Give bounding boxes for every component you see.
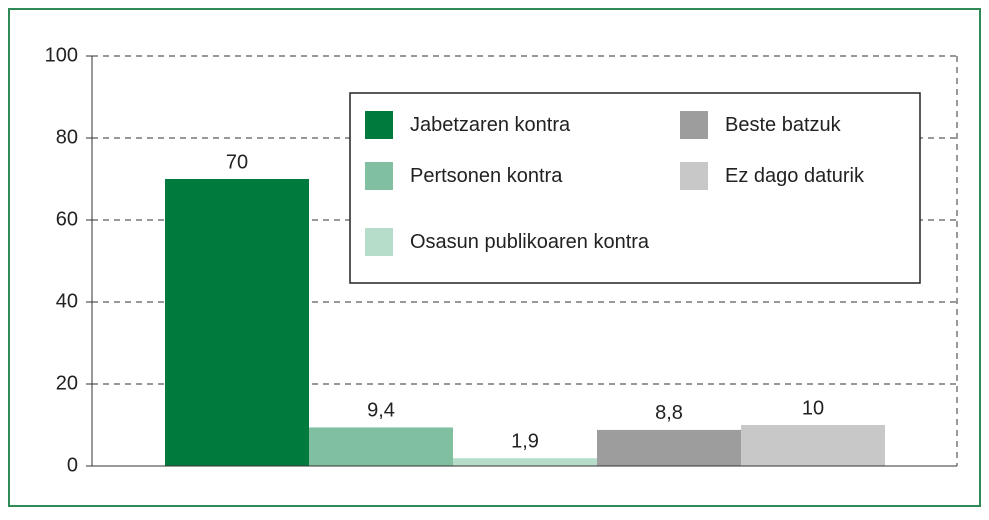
legend-item: Jabetzaren kontra xyxy=(410,85,640,165)
legend-item: Ez dago daturik xyxy=(725,136,955,216)
legend-label: Osasun publikoaren kontra xyxy=(410,231,650,253)
legend-swatch xyxy=(365,228,393,256)
legend-wrap: Osasun publikoaren kontra xyxy=(410,202,710,282)
legend-label: Jabetzaren kontra xyxy=(410,114,571,136)
bar xyxy=(741,425,885,466)
legend-item: Beste batzuk xyxy=(725,85,955,165)
y-tick-label: 80 xyxy=(56,126,78,148)
value-label: 8,8 xyxy=(655,402,683,424)
frame xyxy=(8,8,981,507)
legend-swatch xyxy=(680,162,708,190)
y-tick-label: 100 xyxy=(45,44,78,66)
legend-label: Ez dago daturik xyxy=(725,165,864,187)
y-tick-label: 20 xyxy=(56,372,78,394)
value-label: 9,4 xyxy=(367,400,395,422)
bar xyxy=(309,427,453,466)
value-label: 10 xyxy=(802,397,824,419)
legend-item: Osasun publikoaren kontra xyxy=(410,202,710,282)
bar xyxy=(165,179,309,466)
legend-label: Beste batzuk xyxy=(725,114,841,136)
legend-box xyxy=(349,92,921,284)
legend-swatch xyxy=(365,111,393,139)
value-label: 70 xyxy=(226,151,248,173)
legend-wrap: Pertsonen kontra xyxy=(410,136,640,216)
y-tick-label: 0 xyxy=(67,454,78,476)
legend-label: Pertsonen kontra xyxy=(410,165,563,187)
bar xyxy=(453,458,597,466)
legend-swatch xyxy=(365,162,393,190)
legend-item: Pertsonen kontra xyxy=(410,136,640,216)
y-tick-label: 60 xyxy=(56,208,78,230)
y-tick-label: 40 xyxy=(56,290,78,312)
bar xyxy=(597,429,741,466)
legend-wrap: Ez dago daturik xyxy=(725,136,955,216)
legend-swatch xyxy=(680,111,708,139)
value-label: 1,9 xyxy=(511,430,539,452)
legend-wrap: Beste batzuk xyxy=(725,85,955,165)
legend-wrap: Jabetzaren kontra xyxy=(410,85,640,165)
